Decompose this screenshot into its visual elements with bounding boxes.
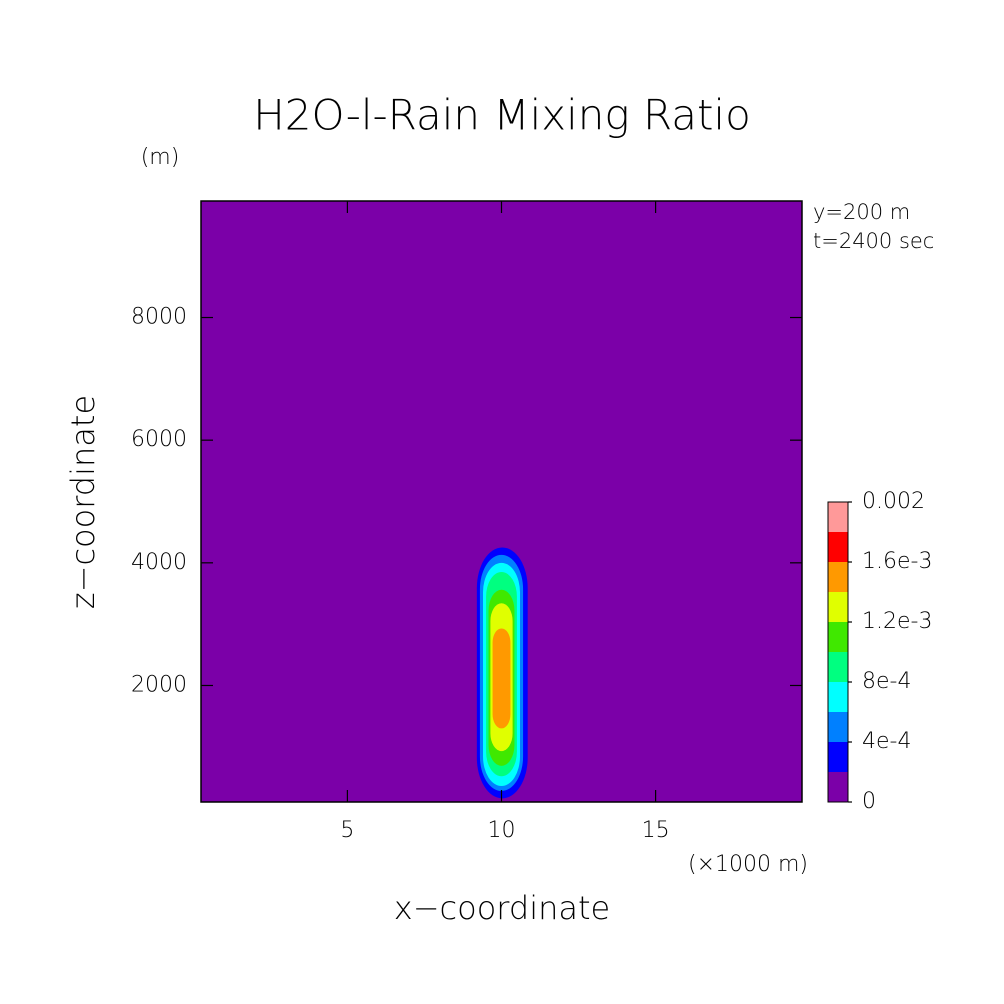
colorbar-frame [827,501,849,803]
y-axis-label: z−coordinate [64,395,102,609]
annotation: y=200 m [813,200,910,224]
colorbar-label: 1.2e-3 [862,609,932,634]
x-axis-label: x−coordinate [394,889,610,927]
colorbar-swatch [828,592,848,622]
colorbar-swatch [828,682,848,712]
chart-title: H2O-l-Rain Mixing Ratio [253,91,751,140]
colorbar-swatch [828,562,848,592]
colorbar-swatch [828,652,848,682]
y-tick-label: 8000 [131,305,187,330]
colorbar-swatch [828,712,848,742]
colorbar-swatch [828,502,848,532]
x-tick-label: 10 [488,818,516,843]
colorbar-swatch [828,532,848,562]
x-tick-label: 5 [340,818,354,843]
y-tick-label: 2000 [131,672,187,697]
y-unit: (m) [141,145,180,170]
colorbar-label: 0 [862,789,876,814]
colorbar-swatch [828,772,848,802]
y-tick-label: 4000 [131,550,187,575]
colorbar-label: 1.6e-3 [862,549,932,574]
annotation: t=2400 sec [813,229,934,253]
x-tick-label: 15 [642,818,670,843]
colorbar-swatch [828,742,848,772]
contour-region [492,628,511,729]
colorbar-label: 0.002 [862,489,925,514]
colorbar-swatch [828,622,848,652]
y-tick-label: 6000 [131,427,187,452]
colorbar-label: 8e-4 [862,669,911,694]
colorbar-label: 4e-4 [862,729,911,754]
x-unit: (×1000 m) [688,852,808,877]
